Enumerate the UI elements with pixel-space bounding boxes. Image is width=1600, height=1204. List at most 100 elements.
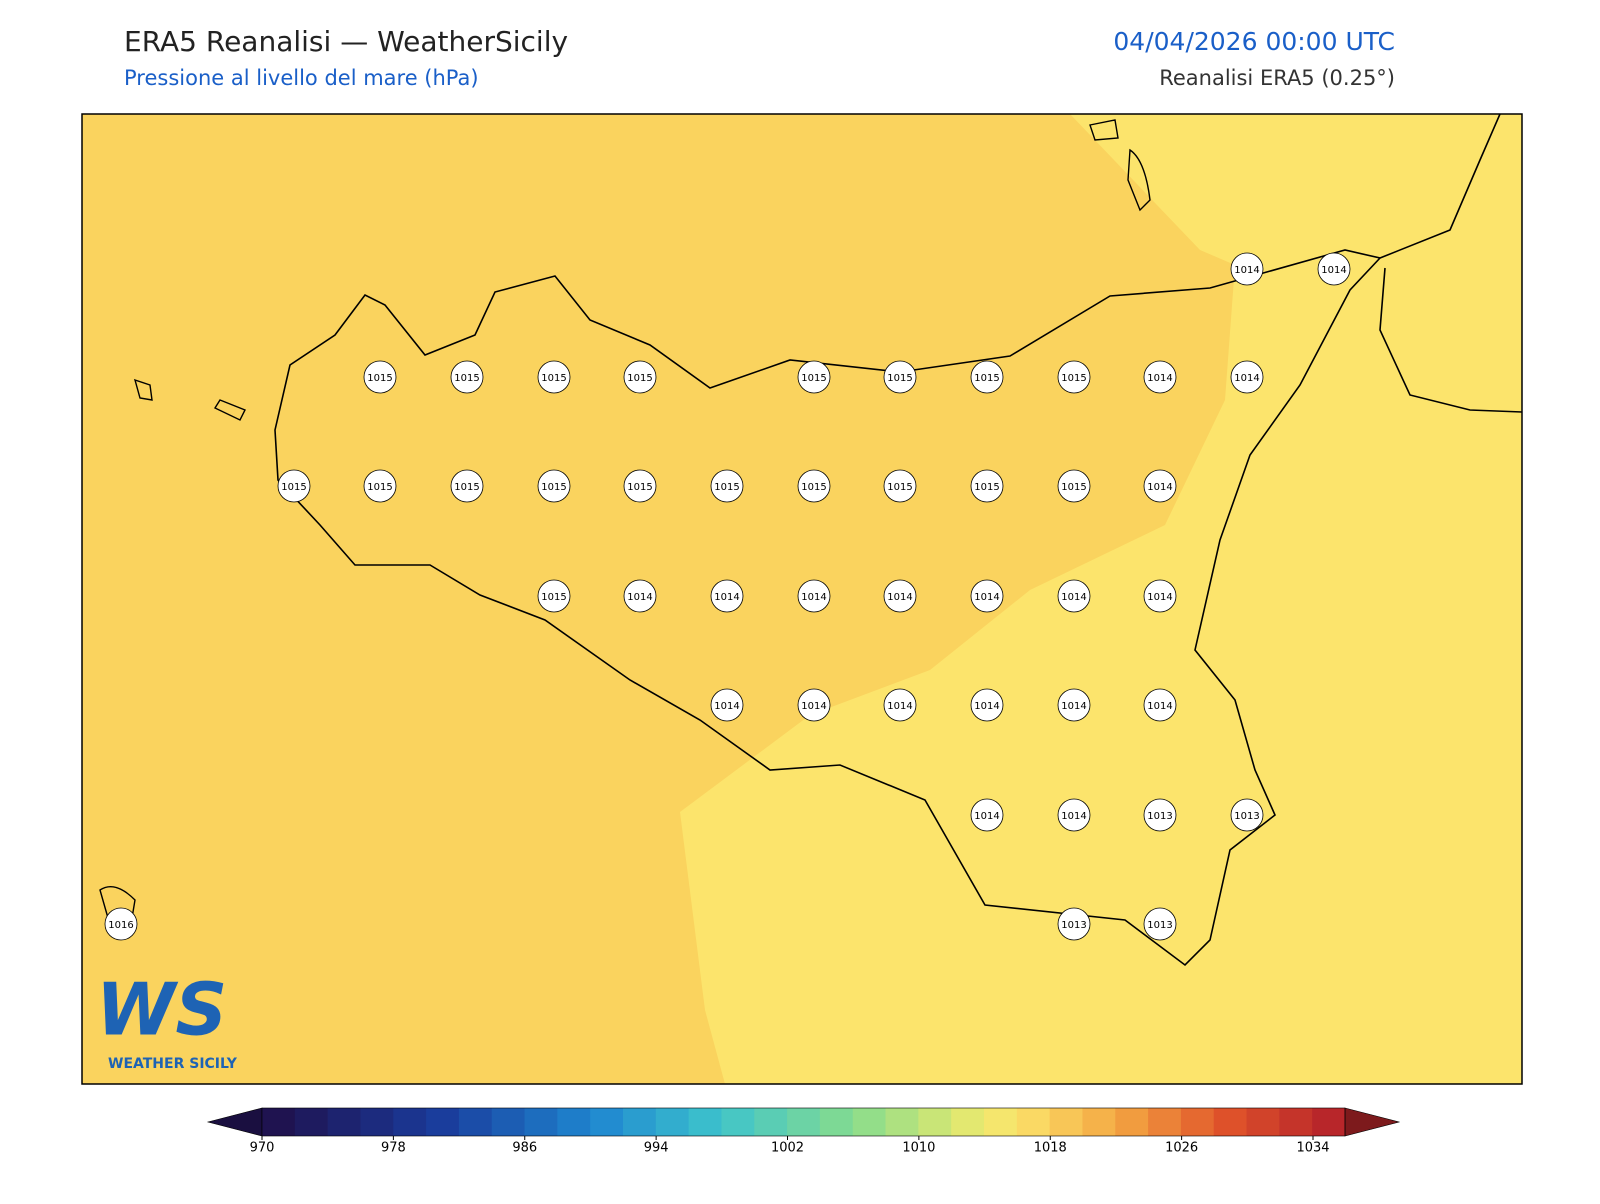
- colorbar-tick-label: 978: [381, 1141, 406, 1156]
- logo-text: WEATHER SICILY: [108, 1056, 238, 1072]
- colorbar-bin: [688, 1108, 722, 1136]
- colorbar-bin: [491, 1108, 526, 1136]
- colorbar-bin: [458, 1108, 493, 1136]
- colorbar-bin: [590, 1108, 624, 1136]
- station-label: 1014: [1147, 701, 1172, 712]
- colorbar-bin: [754, 1108, 788, 1136]
- colorbar-bin: [1082, 1108, 1116, 1136]
- station-label: 1014: [887, 701, 912, 712]
- station-label: 1014: [1061, 592, 1086, 603]
- station-marker: [623, 360, 657, 394]
- station-marker: [1057, 579, 1091, 613]
- colorbar-bin: [1213, 1108, 1248, 1136]
- colorbar-bin: [1115, 1108, 1149, 1136]
- station-label: 1013: [1061, 920, 1086, 931]
- colorbar-bin: [655, 1108, 690, 1136]
- station-marker: [450, 469, 484, 503]
- datetime: 04/04/2026 00:00 UTC: [1113, 27, 1395, 56]
- station-label: 1014: [801, 592, 826, 603]
- station-marker: [1230, 252, 1264, 286]
- station-marker: [1143, 907, 1177, 941]
- station-marker: [277, 469, 311, 503]
- station-label: 1015: [801, 373, 826, 384]
- colorbar-bin: [852, 1108, 887, 1136]
- subtitle: Pressione al livello del mare (hPa): [124, 66, 479, 90]
- station-marker: [623, 579, 657, 613]
- station-marker: [363, 469, 397, 503]
- station-label: 1015: [541, 482, 566, 493]
- colorbar-bin: [1312, 1108, 1346, 1136]
- station-marker: [1057, 469, 1091, 503]
- station-label: 1014: [974, 592, 999, 603]
- colorbar-tick-label: 994: [644, 1141, 669, 1156]
- station-label: 1015: [974, 482, 999, 493]
- station-marker: [1057, 360, 1091, 394]
- station-marker: [970, 360, 1004, 394]
- colorbar-bin: [984, 1108, 1018, 1136]
- colorbar-bin: [262, 1108, 296, 1136]
- station-marker: [450, 360, 484, 394]
- station-marker: [797, 579, 831, 613]
- colorbar-bin: [524, 1108, 558, 1136]
- calabria-coast: [1379, 113, 1523, 413]
- station-label: 1015: [714, 482, 739, 493]
- station-marker: [1143, 360, 1177, 394]
- colorbar-extend-low: [206, 1107, 263, 1137]
- colorbar-bin: [393, 1108, 427, 1136]
- colorbar-tick-label: 986: [512, 1141, 537, 1156]
- colorbar-bin: [819, 1108, 854, 1136]
- station-label: 1013: [1147, 811, 1172, 822]
- station-label: 1014: [1234, 265, 1259, 276]
- station-marker: [970, 688, 1004, 722]
- station-label: 1014: [1147, 482, 1172, 493]
- station-label: 1013: [1234, 811, 1259, 822]
- station-label: 1014: [801, 701, 826, 712]
- station-marker: [1143, 579, 1177, 613]
- source: Reanalisi ERA5 (0.25°): [1159, 66, 1395, 90]
- station-marker: [1230, 360, 1264, 394]
- colorbar-bin: [327, 1108, 361, 1136]
- station-label: 1016: [108, 920, 133, 931]
- station-marker: [883, 688, 917, 722]
- station-marker: [883, 469, 917, 503]
- station-marker: [104, 907, 138, 941]
- islands: [99, 119, 1151, 931]
- colorbar-bin: [1148, 1108, 1182, 1136]
- station-marker: [970, 579, 1004, 613]
- station-label: 1014: [1234, 373, 1259, 384]
- station-label: 1015: [887, 482, 912, 493]
- station-marker: [537, 579, 571, 613]
- map: 1014 1014 1015 1015 1015 1015 1015 1015 1015 1015…: [81, 113, 1523, 1085]
- colorbar-bin: [1246, 1108, 1280, 1136]
- station-marker: [1057, 798, 1091, 832]
- station-label: 1014: [714, 592, 739, 603]
- station-label: 1015: [1061, 373, 1086, 384]
- station-marker: [1057, 907, 1091, 941]
- colorbar-bin: [918, 1108, 952, 1136]
- colorbar-bin: [426, 1108, 460, 1136]
- colorbar-bin: [557, 1108, 591, 1136]
- colorbar: 970 978 986 994 1002 1010 1018 1026 1034: [206, 1107, 1401, 1156]
- station-label: 1015: [367, 373, 392, 384]
- station-marker: [710, 688, 744, 722]
- station-label: 1014: [1061, 811, 1086, 822]
- station-label: 1013: [1147, 920, 1172, 931]
- station-marker: [1143, 798, 1177, 832]
- pressure-zone: [680, 114, 1522, 1084]
- station-marker: [970, 469, 1004, 503]
- colorbar-bin: [1180, 1108, 1215, 1136]
- station-marker: [797, 469, 831, 503]
- station-label: 1014: [1321, 265, 1346, 276]
- station-marker: [1317, 252, 1351, 286]
- station-label: 1014: [1147, 373, 1172, 384]
- colorbar-tick-label: 1034: [1296, 1141, 1329, 1156]
- station-marker: [537, 469, 571, 503]
- colorbar-bin: [1279, 1108, 1313, 1136]
- station-marker: [710, 469, 744, 503]
- station-label: 1014: [714, 701, 739, 712]
- station-marker: [1230, 798, 1264, 832]
- map-frame: [81, 113, 1523, 1085]
- colorbar-tick-label: 1018: [1034, 1141, 1067, 1156]
- station-label: 1015: [1061, 482, 1086, 493]
